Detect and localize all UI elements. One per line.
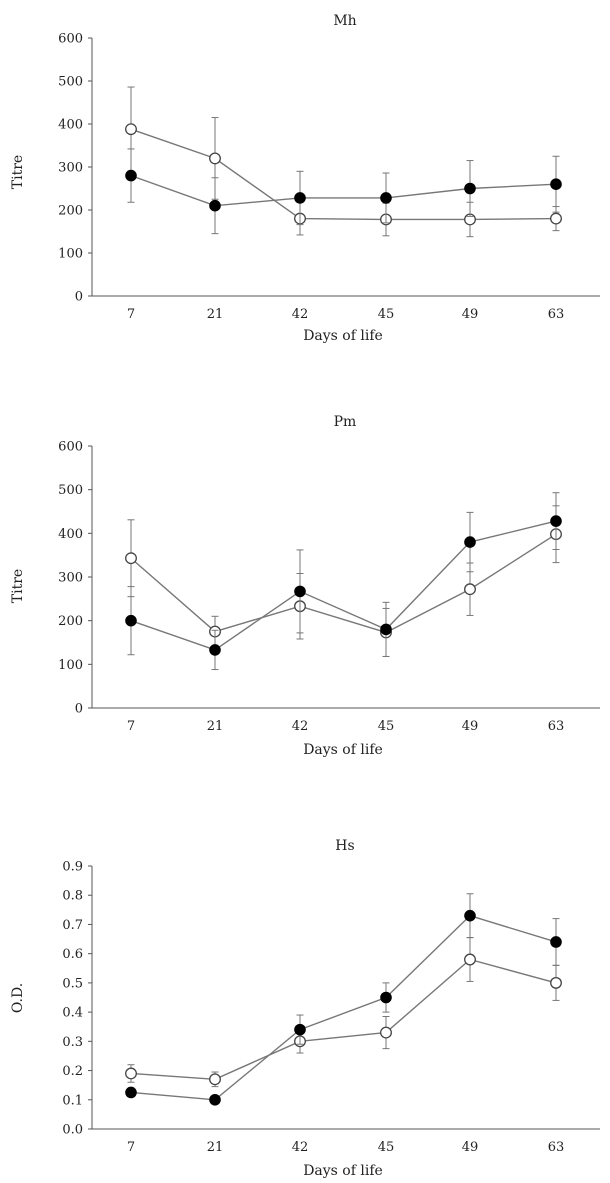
y-tick-label: 300 xyxy=(58,161,83,176)
data-point-open xyxy=(464,583,476,596)
chart-title: Pm xyxy=(334,414,357,430)
data-point-filled xyxy=(125,169,137,182)
chart-panel-mh: Mh Titre Days of life 0 100 200 300 400 500 60… xyxy=(10,13,600,344)
y-tick-label: 0 xyxy=(75,290,83,305)
data-point-filled xyxy=(125,614,137,627)
x-tick-label: 63 xyxy=(548,307,565,322)
data-point-filled xyxy=(550,515,562,527)
x-tick-label: 7 xyxy=(127,1140,135,1155)
y-tick-label: 0.1 xyxy=(62,1093,83,1108)
data-point-filled xyxy=(380,623,392,636)
chart-panel-pm: Pm Titre Days of life 0 100 200 300 400 500 60… xyxy=(10,414,600,758)
y-tick-label: 0.0 xyxy=(62,1123,83,1138)
x-tick-label: 42 xyxy=(292,1140,309,1155)
y-tick-label: 200 xyxy=(58,614,83,629)
series-line-filled xyxy=(130,914,557,1101)
data-point-filled xyxy=(380,991,392,1004)
x-tick-label: 7 xyxy=(127,719,135,734)
data-point-filled xyxy=(209,644,221,656)
series-line-open xyxy=(130,128,557,221)
y-axis-title: Titre xyxy=(10,155,26,189)
series-line-filled xyxy=(130,174,557,207)
y-tick-label: 0.9 xyxy=(62,860,83,875)
plot-area: 0.0 0.1 0.2 0.3 0.4 0.5 0.6 0.7 0.8 0.9 7 21 42 45 49 6… xyxy=(62,860,600,1155)
y-tick-label: 500 xyxy=(58,483,83,498)
x-tick-label: 49 xyxy=(462,719,479,734)
data-point-open xyxy=(380,1026,392,1039)
data-point-filled xyxy=(464,909,476,922)
chart-title: Mh xyxy=(333,13,356,29)
y-tick-label: 400 xyxy=(58,118,83,133)
data-point-filled xyxy=(209,1093,221,1106)
series-line-filled xyxy=(130,520,557,651)
y-tick-label: 0.6 xyxy=(62,947,83,962)
chart-panel-hs: Hs O.D. Days of life 0.00.10.20.30.40.50… xyxy=(10,838,600,1179)
series-line-open xyxy=(130,958,557,1081)
data-point-filled xyxy=(294,192,306,204)
y-tick-label: 600 xyxy=(58,32,83,47)
data-point-open xyxy=(209,1073,221,1086)
data-point-filled xyxy=(550,936,562,948)
x-tick-label: 7 xyxy=(127,307,135,322)
x-axis-title: Days of life xyxy=(303,1163,383,1179)
x-tick-label: 63 xyxy=(548,1140,565,1155)
y-tick-label: 0.8 xyxy=(62,889,83,904)
y-tick-label: 500 xyxy=(58,75,83,90)
data-point-filled xyxy=(294,585,306,598)
y-tick-label: 0 xyxy=(75,702,83,717)
y-tick-label: 600 xyxy=(58,440,83,455)
data-point-filled xyxy=(464,536,476,548)
x-tick-label: 49 xyxy=(462,307,479,322)
x-tick-label: 49 xyxy=(462,1140,479,1155)
data-point-open xyxy=(209,152,221,165)
data-point-open xyxy=(125,1067,137,1080)
data-point-open xyxy=(550,976,562,989)
y-tick-label: 0.5 xyxy=(62,976,83,991)
data-point-filled xyxy=(125,1086,137,1099)
y-tick-label: 300 xyxy=(58,571,83,586)
data-point-open xyxy=(550,212,562,225)
y-axis-title: O.D. xyxy=(10,983,26,1013)
x-tick-label: 21 xyxy=(207,307,224,322)
data-point-filled xyxy=(550,178,562,190)
x-tick-label: 45 xyxy=(378,1140,395,1155)
x-tick-label: 42 xyxy=(292,719,309,734)
series-line-open xyxy=(130,533,557,634)
data-point-open xyxy=(125,123,137,136)
data-point-filled xyxy=(380,192,392,204)
chart-title: Hs xyxy=(335,838,354,854)
x-tick-label: 21 xyxy=(207,719,224,734)
data-point-open xyxy=(464,953,476,966)
y-tick-label: 0.3 xyxy=(62,1035,83,1050)
data-point-filled xyxy=(209,199,221,212)
y-tick-label: 0.4 xyxy=(62,1006,83,1021)
x-tick-label: 21 xyxy=(207,1140,224,1155)
plot-area: 0 100 200 300 400 500 600 7 21 42 45 49 63 xyxy=(58,440,600,734)
y-tick-label: 200 xyxy=(58,204,83,219)
y-tick-label: 0.2 xyxy=(62,1064,83,1079)
data-point-filled xyxy=(464,182,476,195)
x-tick-label: 45 xyxy=(378,307,395,322)
x-tick-label: 42 xyxy=(292,307,309,322)
y-tick-label: 100 xyxy=(58,247,83,262)
x-axis-title: Days of life xyxy=(303,742,383,758)
x-tick-label: 63 xyxy=(548,719,565,734)
data-point-open xyxy=(125,552,137,565)
y-tick-label: 0.7 xyxy=(62,918,83,933)
plot-area: 0 100 200 300 400 500 600 7 21 42 45 49 63 xyxy=(58,32,600,322)
y-tick-label: 400 xyxy=(58,527,83,542)
y-tick-label: 100 xyxy=(58,658,83,673)
data-point-filled xyxy=(294,1023,306,1036)
y-axis-title: Titre xyxy=(10,569,26,603)
x-axis-title: Days of life xyxy=(303,328,383,344)
x-tick-label: 45 xyxy=(378,719,395,734)
